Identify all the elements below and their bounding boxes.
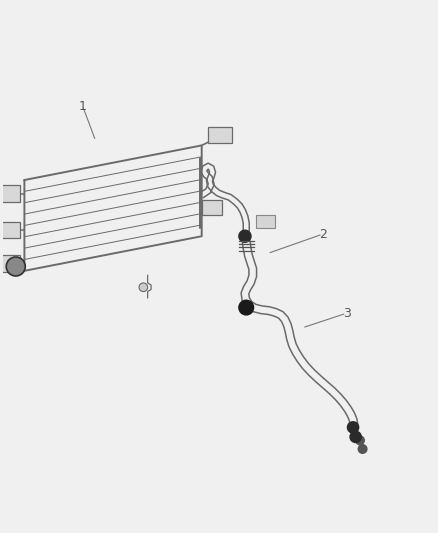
- Circle shape: [139, 283, 148, 292]
- Circle shape: [358, 445, 367, 453]
- Circle shape: [350, 431, 361, 442]
- Bar: [0, 255, 20, 272]
- Bar: [256, 215, 275, 228]
- Bar: [202, 200, 223, 215]
- Circle shape: [347, 422, 359, 433]
- Circle shape: [239, 230, 251, 243]
- Text: 3: 3: [343, 306, 350, 320]
- Circle shape: [239, 300, 254, 315]
- Bar: [208, 127, 232, 143]
- Bar: [0, 185, 20, 202]
- Text: 2: 2: [319, 228, 327, 240]
- Bar: [0, 222, 20, 238]
- Text: 1: 1: [79, 100, 87, 113]
- Circle shape: [356, 436, 364, 445]
- Circle shape: [6, 257, 25, 276]
